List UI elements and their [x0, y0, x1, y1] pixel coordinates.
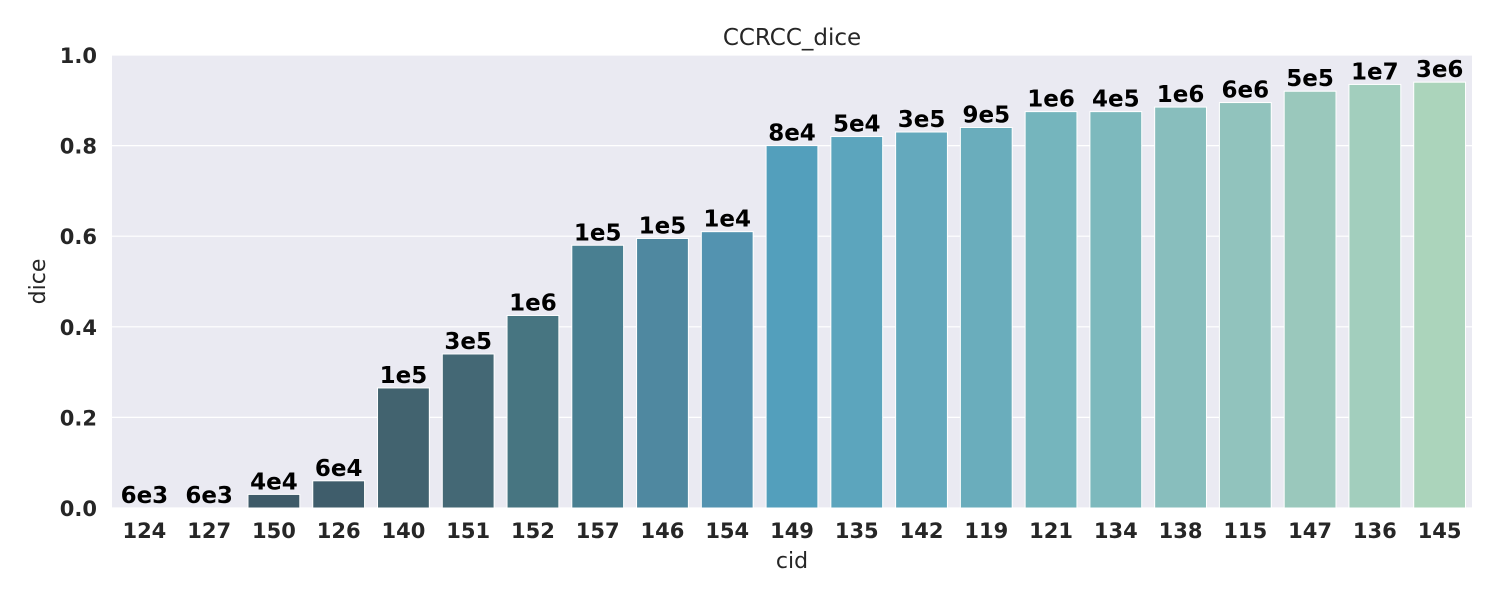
x-tick-label: 145: [1418, 519, 1462, 543]
bar-value-label: 6e3: [185, 483, 233, 509]
x-tick-label: 147: [1288, 519, 1332, 543]
x-tick-label: 127: [187, 519, 231, 543]
y-tick-label: 0.8: [60, 135, 97, 159]
bar: [636, 237, 689, 509]
bar: [377, 387, 430, 509]
x-tick-label: 136: [1353, 519, 1397, 543]
bar: [1348, 83, 1402, 509]
bar-value-label: 6e3: [121, 483, 169, 509]
x-tick-label: 154: [705, 519, 749, 543]
x-tick-label: 119: [964, 519, 1008, 543]
bar: [765, 145, 819, 509]
bar-value-label: 3e5: [898, 107, 946, 133]
bar-value-label: 8e4: [768, 121, 816, 147]
x-tick-label: 157: [576, 519, 620, 543]
x-tick-label: 149: [770, 519, 814, 543]
bar: [1283, 90, 1337, 509]
y-axis-ticks: 0.0 0.2 0.4 0.6 0.8 1.0: [60, 44, 97, 521]
x-tick-label: 134: [1094, 519, 1138, 543]
x-axis-ticks: 124 127 150 126 140 151 152 157 146 154 149 135 142 1…: [122, 519, 1461, 543]
x-axis-label: cid: [776, 549, 808, 574]
bar: [895, 131, 948, 509]
x-tick-label: 150: [252, 519, 296, 543]
bar-value-label: 1e4: [703, 207, 751, 233]
bar-value-label: 3e6: [1416, 57, 1464, 83]
bar-value-label: 1e5: [380, 363, 428, 389]
x-tick-label: 151: [446, 519, 490, 543]
y-tick-label: 1.0: [60, 44, 97, 68]
bars: [247, 81, 1467, 509]
y-tick-label: 0.6: [60, 225, 97, 249]
bar-value-label: 4e4: [250, 469, 298, 495]
bar-value-label: 1e6: [1157, 82, 1205, 108]
y-tick-label: 0.0: [60, 497, 97, 521]
bar-value-label: 5e5: [1286, 66, 1334, 92]
y-tick-label: 0.4: [60, 316, 97, 340]
bar-value-label: 6e4: [315, 456, 363, 482]
bar: [700, 231, 754, 509]
bar: [441, 353, 495, 509]
x-tick-label: 142: [900, 519, 944, 543]
x-tick-label: 146: [641, 519, 685, 543]
bar-value-label: 1e6: [1027, 87, 1075, 113]
x-tick-label: 138: [1159, 519, 1203, 543]
bar-value-label: 6e6: [1222, 78, 1270, 104]
bar: [1154, 106, 1207, 509]
y-tick-label: 0.2: [60, 406, 97, 430]
x-tick-label: 152: [511, 519, 555, 543]
bar-value-label: 1e6: [509, 290, 557, 316]
bar: [312, 480, 366, 509]
bar-labels: 6e3 6e3 4e4 6e4 1e5 3e5 1e6 1e5 1e5 1e4 8e4 5e4 3e5 9…: [121, 57, 1464, 509]
bar-value-label: 3e5: [444, 329, 492, 355]
x-tick-label: 115: [1223, 519, 1267, 543]
bar-value-label: 1e7: [1351, 59, 1399, 85]
x-tick-label: 140: [382, 519, 426, 543]
bar-value-label: 5e4: [833, 112, 881, 138]
y-axis-label: dice: [26, 259, 51, 305]
bar-value-label: 4e5: [1092, 87, 1140, 113]
chart-title: CCRCC_dice: [723, 25, 861, 51]
x-tick-label: 124: [122, 519, 166, 543]
bar: [1413, 81, 1467, 509]
bar: [506, 314, 560, 509]
bar-value-label: 9e5: [962, 102, 1010, 128]
bar: [571, 244, 625, 509]
bar: [1089, 111, 1143, 509]
bar: [1218, 102, 1272, 509]
bar: [959, 126, 1013, 509]
bar: [1024, 111, 1078, 509]
bar-value-label: 1e5: [574, 220, 622, 246]
bar: [247, 493, 301, 509]
x-tick-label: 126: [317, 519, 361, 543]
x-tick-label: 135: [835, 519, 879, 543]
bar-value-label: 1e5: [639, 213, 687, 239]
bar: [830, 136, 884, 509]
x-tick-label: 121: [1029, 519, 1073, 543]
